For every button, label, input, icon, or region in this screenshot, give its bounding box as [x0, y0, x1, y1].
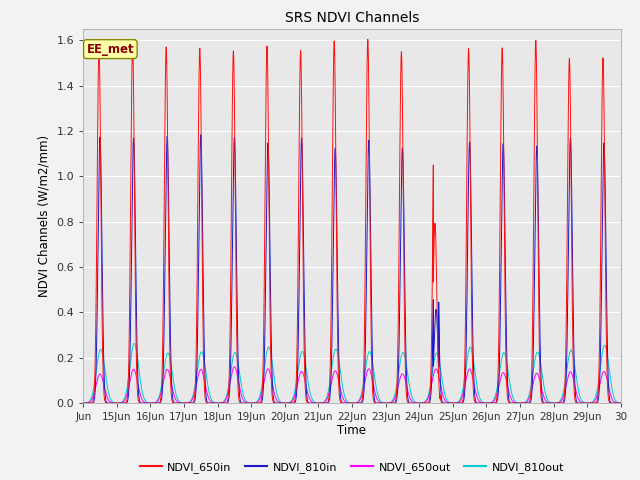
X-axis label: Time: Time	[337, 424, 367, 437]
Y-axis label: NDVI Channels (W/m2/mm): NDVI Channels (W/m2/mm)	[38, 135, 51, 297]
Text: EE_met: EE_met	[86, 43, 134, 56]
Legend: NDVI_650in, NDVI_810in, NDVI_650out, NDVI_810out: NDVI_650in, NDVI_810in, NDVI_650out, NDV…	[135, 457, 569, 477]
Title: SRS NDVI Channels: SRS NDVI Channels	[285, 11, 419, 25]
